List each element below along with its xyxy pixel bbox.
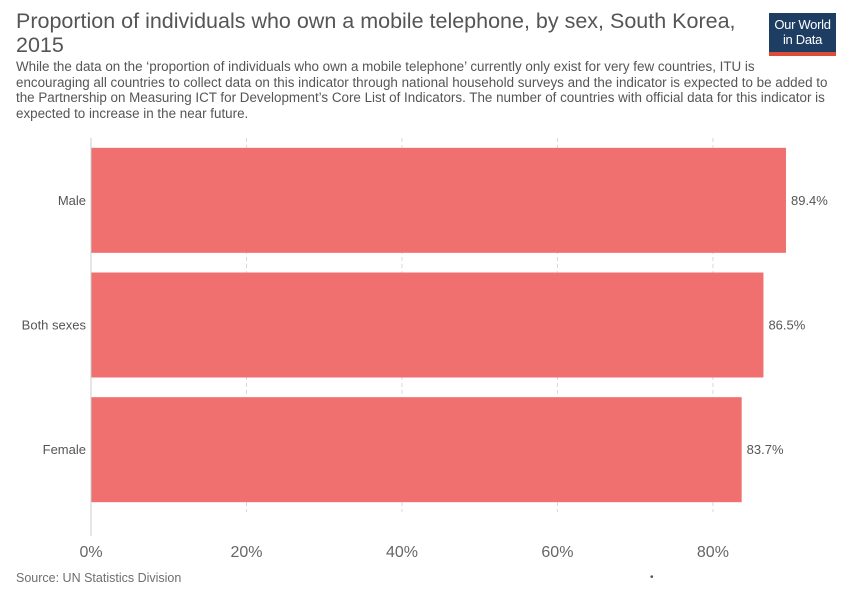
x-tick-label: 0% — [79, 544, 102, 561]
data-label: 89.4% — [791, 193, 828, 208]
chart-subtitle: While the data on the ‘proportion of ind… — [16, 59, 828, 121]
source-note: Source: UN Statistics Division — [16, 571, 182, 585]
x-tick-label: 20% — [230, 544, 262, 561]
data-label: 86.5% — [768, 318, 805, 333]
category-label: Female — [43, 442, 86, 457]
logo-accent-bar — [769, 52, 836, 56]
category-label: Both sexes — [22, 318, 87, 333]
bar — [91, 397, 742, 503]
bar — [91, 272, 764, 378]
x-tick-label: 40% — [386, 544, 418, 561]
x-tick-label: 60% — [541, 544, 573, 561]
logo-line-1: Our World — [774, 17, 831, 32]
chart-title: Proportion of individuals who own a mobi… — [16, 9, 736, 57]
x-tick-label: 80% — [697, 544, 729, 561]
data-label: 83.7% — [747, 442, 784, 457]
bar — [91, 147, 786, 253]
owid-logo[interactable]: Our World in Data — [769, 13, 836, 56]
footer-dot: • — [650, 572, 654, 583]
category-label: Male — [58, 193, 86, 208]
logo-line-2: in Data — [782, 32, 823, 47]
